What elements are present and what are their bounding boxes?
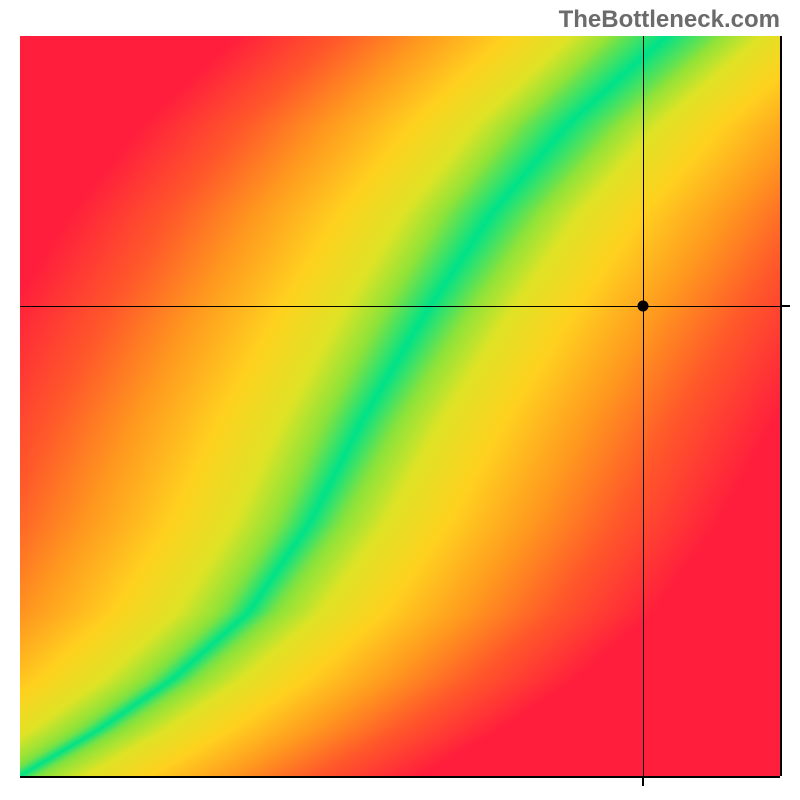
crosshair-vertical: [643, 36, 644, 776]
crosshair-marker: [638, 301, 649, 312]
axis-right: [780, 36, 782, 776]
chart-container: TheBottleneck.com: [0, 0, 800, 800]
heatmap-canvas: [20, 36, 780, 776]
axis-bottom: [20, 776, 780, 778]
axis-tick-bottom: [642, 776, 644, 786]
plot-area: [20, 36, 780, 776]
crosshair-horizontal: [20, 306, 780, 307]
watermark-text: TheBottleneck.com: [559, 6, 780, 34]
axis-tick-right: [780, 305, 790, 307]
